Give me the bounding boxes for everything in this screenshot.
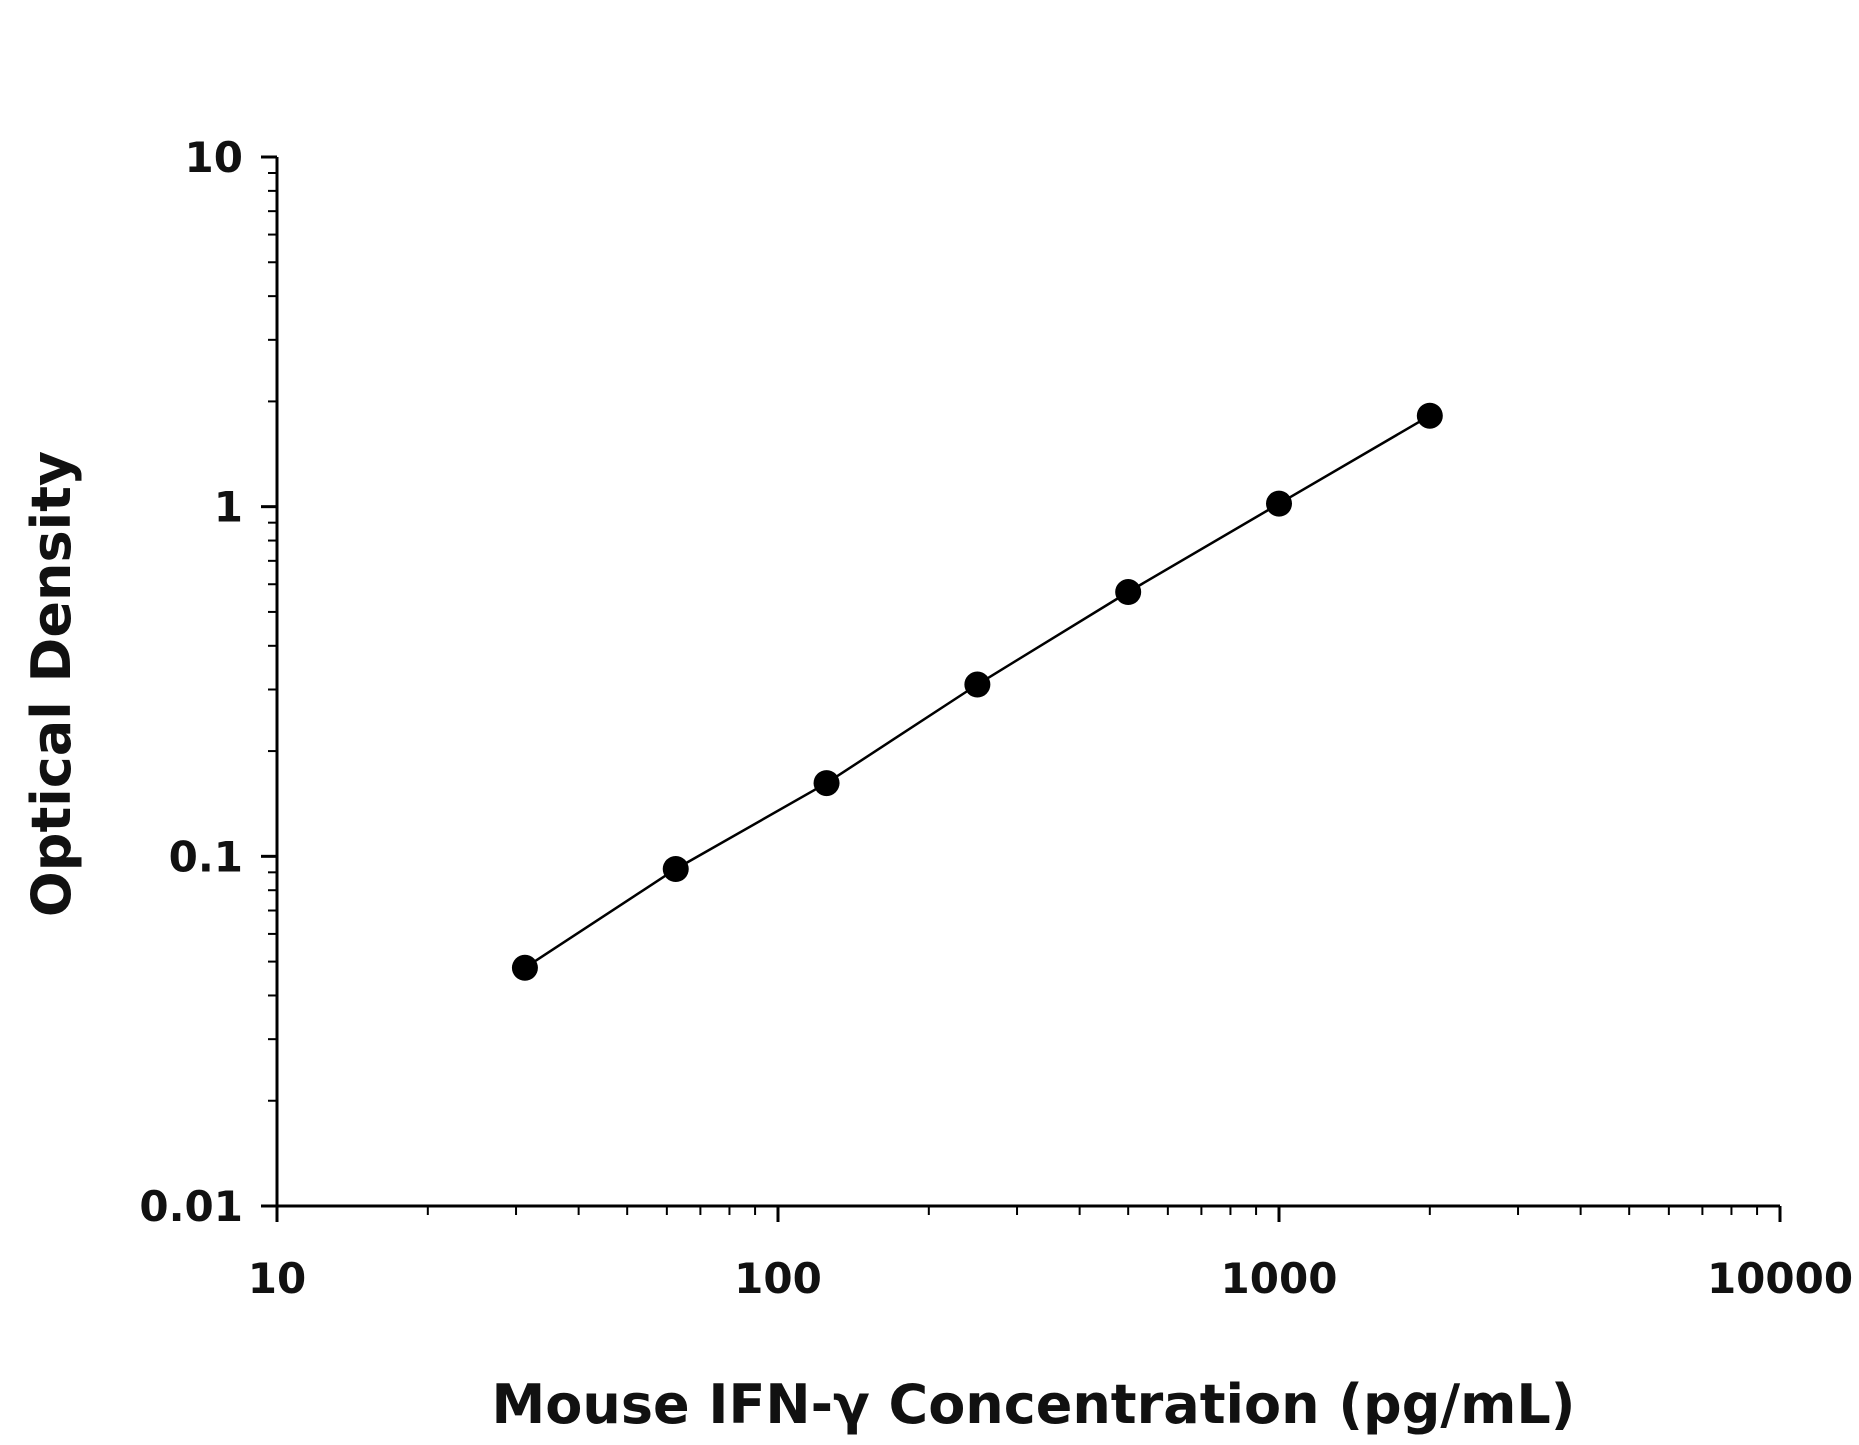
x-axis-title: Mouse IFN-γ Concentration (pg/mL) (492, 1373, 1576, 1436)
data-point (1416, 402, 1443, 429)
data-point (511, 954, 538, 981)
y-tick-label: 10 (185, 133, 243, 182)
tick-labels: 10 100 1000 10000 0.01 0.1 1 10 (139, 133, 1853, 1303)
y-axis-title: Optical Density (20, 451, 83, 917)
data-point (964, 671, 991, 698)
x-tick-label: 10 (248, 1254, 306, 1303)
x-tick-label: 10000 (1707, 1254, 1853, 1303)
y-tick-label: 1 (214, 483, 243, 532)
data-points (511, 402, 1443, 981)
x-tick-label: 1000 (1221, 1254, 1338, 1303)
y-tick-label: 0.1 (169, 832, 243, 881)
major-ticks (261, 155, 1782, 1222)
x-tick-label: 100 (734, 1254, 822, 1303)
minor-ticks (268, 171, 1759, 1215)
data-point (1266, 490, 1292, 517)
y-tick-label: 0.01 (139, 1182, 243, 1231)
data-point (813, 770, 840, 797)
data-point (1115, 579, 1142, 606)
data-point (662, 855, 689, 882)
